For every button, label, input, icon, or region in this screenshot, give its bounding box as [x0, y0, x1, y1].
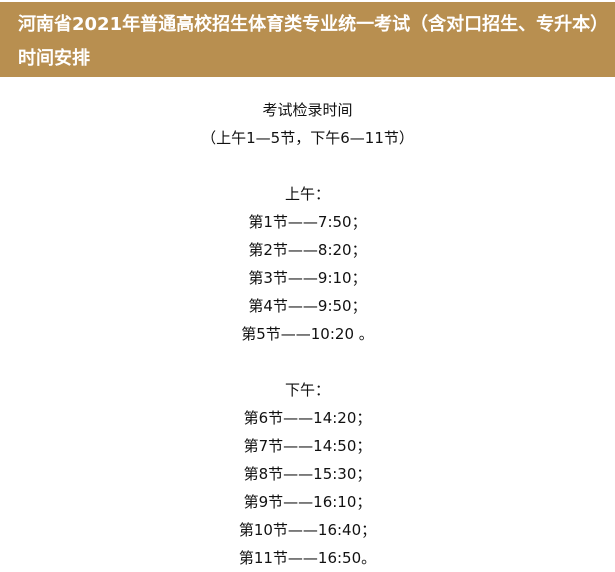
- list-item: 第3节——9:10；: [248, 269, 367, 287]
- schedule-subheading: （上午1—5节，下午6—11节）: [201, 129, 414, 147]
- page-title: 河南省2021年普通高校招生体育类专业统一考试（含对口招生、专升本）时间安排: [18, 14, 600, 69]
- list-item: 第5节——10:20 。: [241, 325, 374, 343]
- afternoon-label: 下午：: [284, 381, 330, 399]
- list-item: 第8节——15:30；: [243, 465, 372, 483]
- morning-label: 上午：: [284, 185, 330, 203]
- list-item: 第6节——14:20；: [243, 409, 372, 427]
- list-item: 第4节——9:50；: [248, 297, 367, 315]
- list-item: 第2节——8:20；: [248, 241, 367, 259]
- title-banner: 河南省2021年普通高校招生体育类专业统一考试（含对口招生、专升本）时间安排: [0, 2, 615, 77]
- schedule-content: 考试检录时间 （上午1—5节，下午6—11节） 上午： 第1节——7:50； 第…: [0, 96, 615, 572]
- list-item: 第1节——7:50；: [248, 213, 367, 231]
- list-item: 第11节——16:50。: [238, 549, 377, 567]
- list-item: 第9节——16:10；: [243, 493, 372, 511]
- list-item: 第7节——14:50；: [243, 437, 372, 455]
- schedule-heading: 考试检录时间: [262, 101, 353, 119]
- list-item: 第10节——16:40；: [238, 521, 377, 539]
